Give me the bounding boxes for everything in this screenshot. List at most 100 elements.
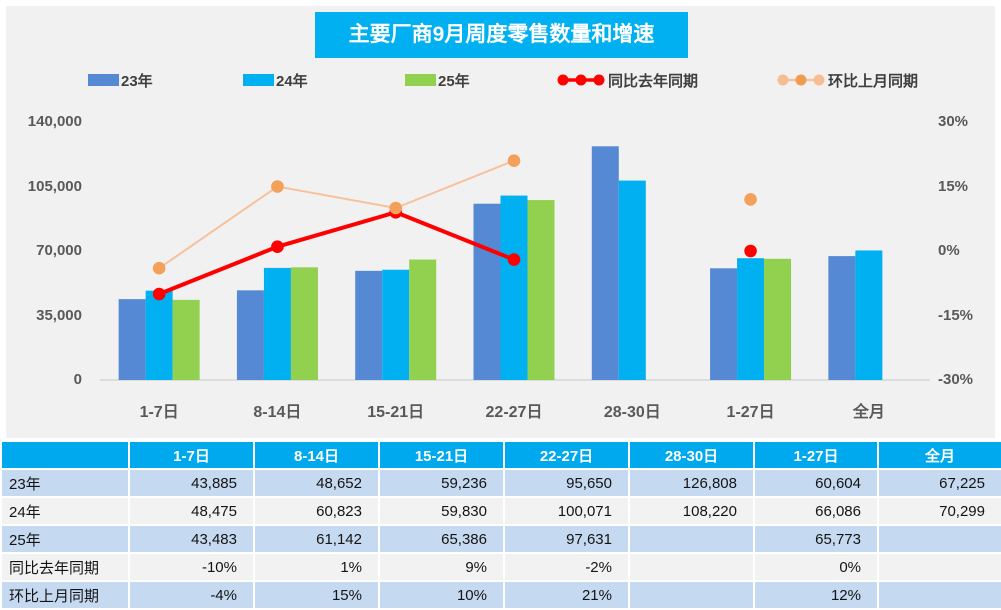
bar-24年-全月: [855, 250, 883, 380]
table-cell: 21%: [503, 580, 630, 610]
legend-label: 23年: [121, 72, 153, 90]
point-同比去年同期-1-27日: [744, 244, 757, 258]
table-cell: 126,808: [628, 468, 755, 498]
table-header-cell: 全月: [877, 440, 1001, 470]
table-cell: 66,086: [753, 496, 879, 526]
legend-item-24: 24年: [243, 70, 308, 90]
table-cell: [628, 524, 755, 554]
table-header-cell: 22-27日: [503, 440, 630, 470]
table-row: 环比上月同期 -4% 15% 10% 21% 12%: [0, 580, 1001, 610]
table-row: 23年 43,885 48,652 59,236 95,650 126,808 60,604…: [0, 468, 1001, 498]
table-cell: 100,071: [503, 496, 630, 526]
y-axis-tick-left: 105,000: [27, 177, 82, 195]
bar-24年-28-30日: [618, 180, 646, 380]
x-axis-tick: 22-27日: [485, 404, 543, 421]
orange-line-marker-icon: [777, 74, 825, 86]
point-环比上月同期-8-14日: [271, 180, 284, 193]
point-同比去年同期-1-7日: [152, 287, 166, 301]
line-环比上月同期: [158, 159, 515, 270]
point-环比上月同期-1-7日: [152, 261, 166, 275]
table-cell: 59,830: [378, 496, 505, 526]
x-axis-tick: 1-7日: [139, 404, 179, 421]
red-line-marker-icon: [557, 74, 605, 86]
bar-25年-1-7日: [172, 299, 200, 380]
legend-item-23: 23年: [88, 70, 153, 90]
bar-23年-8-14日: [236, 290, 264, 380]
table-row: 24年 48,475 60,823 59,830 100,071 108,220 66,08…: [0, 496, 1001, 526]
table-header-row: 1-7日 8-14日 15-21日 22-27日 28-30日 1-27日 全月: [0, 440, 1001, 470]
x-axis-tick: 15-21日: [367, 404, 425, 421]
y-axis-tick-right: 30%: [938, 113, 969, 130]
y-axis-tick-left: 70,000: [36, 242, 82, 259]
row-label: 25年: [0, 524, 130, 554]
y-axis-tick-right: -30%: [938, 371, 974, 388]
chart-canvas: [100, 146, 930, 381]
y-axis-tick-right: -15%: [938, 306, 974, 324]
bar-25年-1-27日: [764, 258, 792, 380]
table-row: 同比去年同期 -10% 1% 9% -2% 0%: [0, 552, 1001, 582]
table-cell: 43,885: [128, 468, 255, 498]
bar-24年-1-27日: [737, 258, 765, 380]
table-cell: 59,236: [378, 468, 505, 498]
table-header-cell: 15-21日: [378, 440, 505, 470]
table-cell: 60,604: [753, 468, 879, 498]
bar-24年-15-21日: [382, 269, 410, 380]
table-cell: 9%: [378, 552, 505, 582]
table-cell: [628, 552, 755, 582]
bar-25年-15-21日: [409, 259, 437, 380]
row-label: 23年: [0, 468, 130, 498]
y-axis-tick-left: 140,000: [27, 113, 82, 130]
point-环比上月同期-1-27日: [744, 193, 757, 206]
table-cell: 10%: [378, 580, 505, 610]
table-cell: 60,823: [253, 496, 380, 526]
legend-item-25: 25年: [405, 70, 470, 90]
line-同比去年同期: [158, 210, 515, 296]
bar-24年-8-14日: [263, 267, 291, 380]
point-同比去年同期-8-14日: [271, 240, 284, 253]
table-cell: 108,220: [628, 496, 755, 526]
table-cell: 1%: [253, 552, 380, 582]
row-label: 24年: [0, 496, 130, 526]
point-环比上月同期-15-21日: [389, 201, 403, 215]
table-cell: [628, 580, 755, 610]
x-axis-tick: 1-27日: [726, 404, 775, 421]
data-table: 1-7日 8-14日 15-21日 22-27日 28-30日 1-27日 全月 23年 43…: [0, 440, 1001, 610]
bar-23年-22-27日: [473, 203, 501, 380]
legend-swatch-blue: [88, 74, 119, 86]
y-axis-tick-left: 0: [73, 371, 82, 388]
table-header-cell: [0, 440, 130, 470]
point-环比上月同期-22-27日: [507, 154, 521, 167]
bar-24年-1-7日: [145, 290, 173, 380]
legend-label: 同比去年同期: [608, 72, 699, 90]
legend-swatch-cyan: [243, 74, 274, 86]
legend-item-yoy: 同比去年同期: [556, 70, 698, 90]
bar-23年-15-21日: [355, 270, 383, 380]
table-cell: 48,475: [128, 496, 255, 526]
chart-title: 主要厂商9月周度零售数量和增速: [315, 12, 688, 58]
legend-item-mom: 环比上月同期: [776, 70, 918, 90]
table-cell: 61,142: [253, 524, 380, 554]
table-cell: 65,773: [753, 524, 879, 554]
table-cell: 0%: [753, 552, 879, 582]
table-cell: 95,650: [503, 468, 630, 498]
bar-23年-1-7日: [118, 299, 146, 380]
row-label: 环比上月同期: [0, 580, 130, 610]
bar-23年-28-30日: [591, 146, 619, 380]
table-cell: 12%: [753, 580, 879, 610]
point-同比去年同期-22-27日: [507, 253, 521, 266]
table-cell: 67,225: [877, 468, 1001, 498]
legend-label: 25年: [438, 72, 470, 90]
table-cell: -10%: [128, 552, 255, 582]
bar-25年-22-27日: [527, 200, 555, 380]
legend-label: 24年: [276, 72, 308, 90]
x-axis-tick: 8-14日: [253, 404, 302, 421]
table-header-cell: 8-14日: [253, 440, 380, 470]
legend-label: 环比上月同期: [828, 72, 919, 90]
legend-swatch-green: [405, 74, 436, 86]
table-cell: 43,483: [128, 524, 255, 554]
table-header-cell: 1-27日: [753, 440, 879, 470]
x-axis-tick: 全月: [852, 404, 885, 421]
table-row: 25年 43,483 61,142 65,386 97,631 65,773: [0, 524, 1001, 554]
table-cell: 15%: [253, 580, 380, 610]
y-axis-tick-left: 35,000: [36, 306, 82, 324]
